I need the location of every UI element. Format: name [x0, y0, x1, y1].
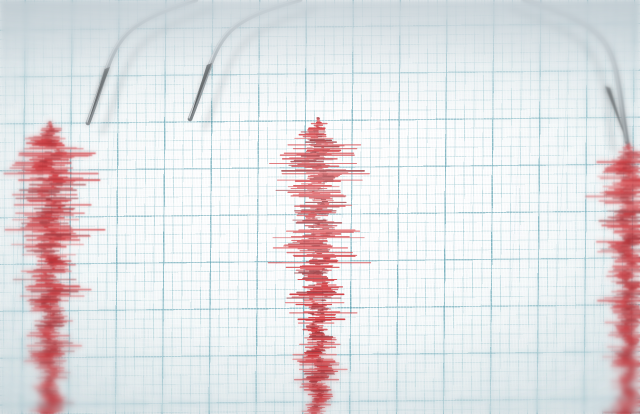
seismograph-image [0, 0, 640, 414]
chart-paper [0, 0, 640, 414]
